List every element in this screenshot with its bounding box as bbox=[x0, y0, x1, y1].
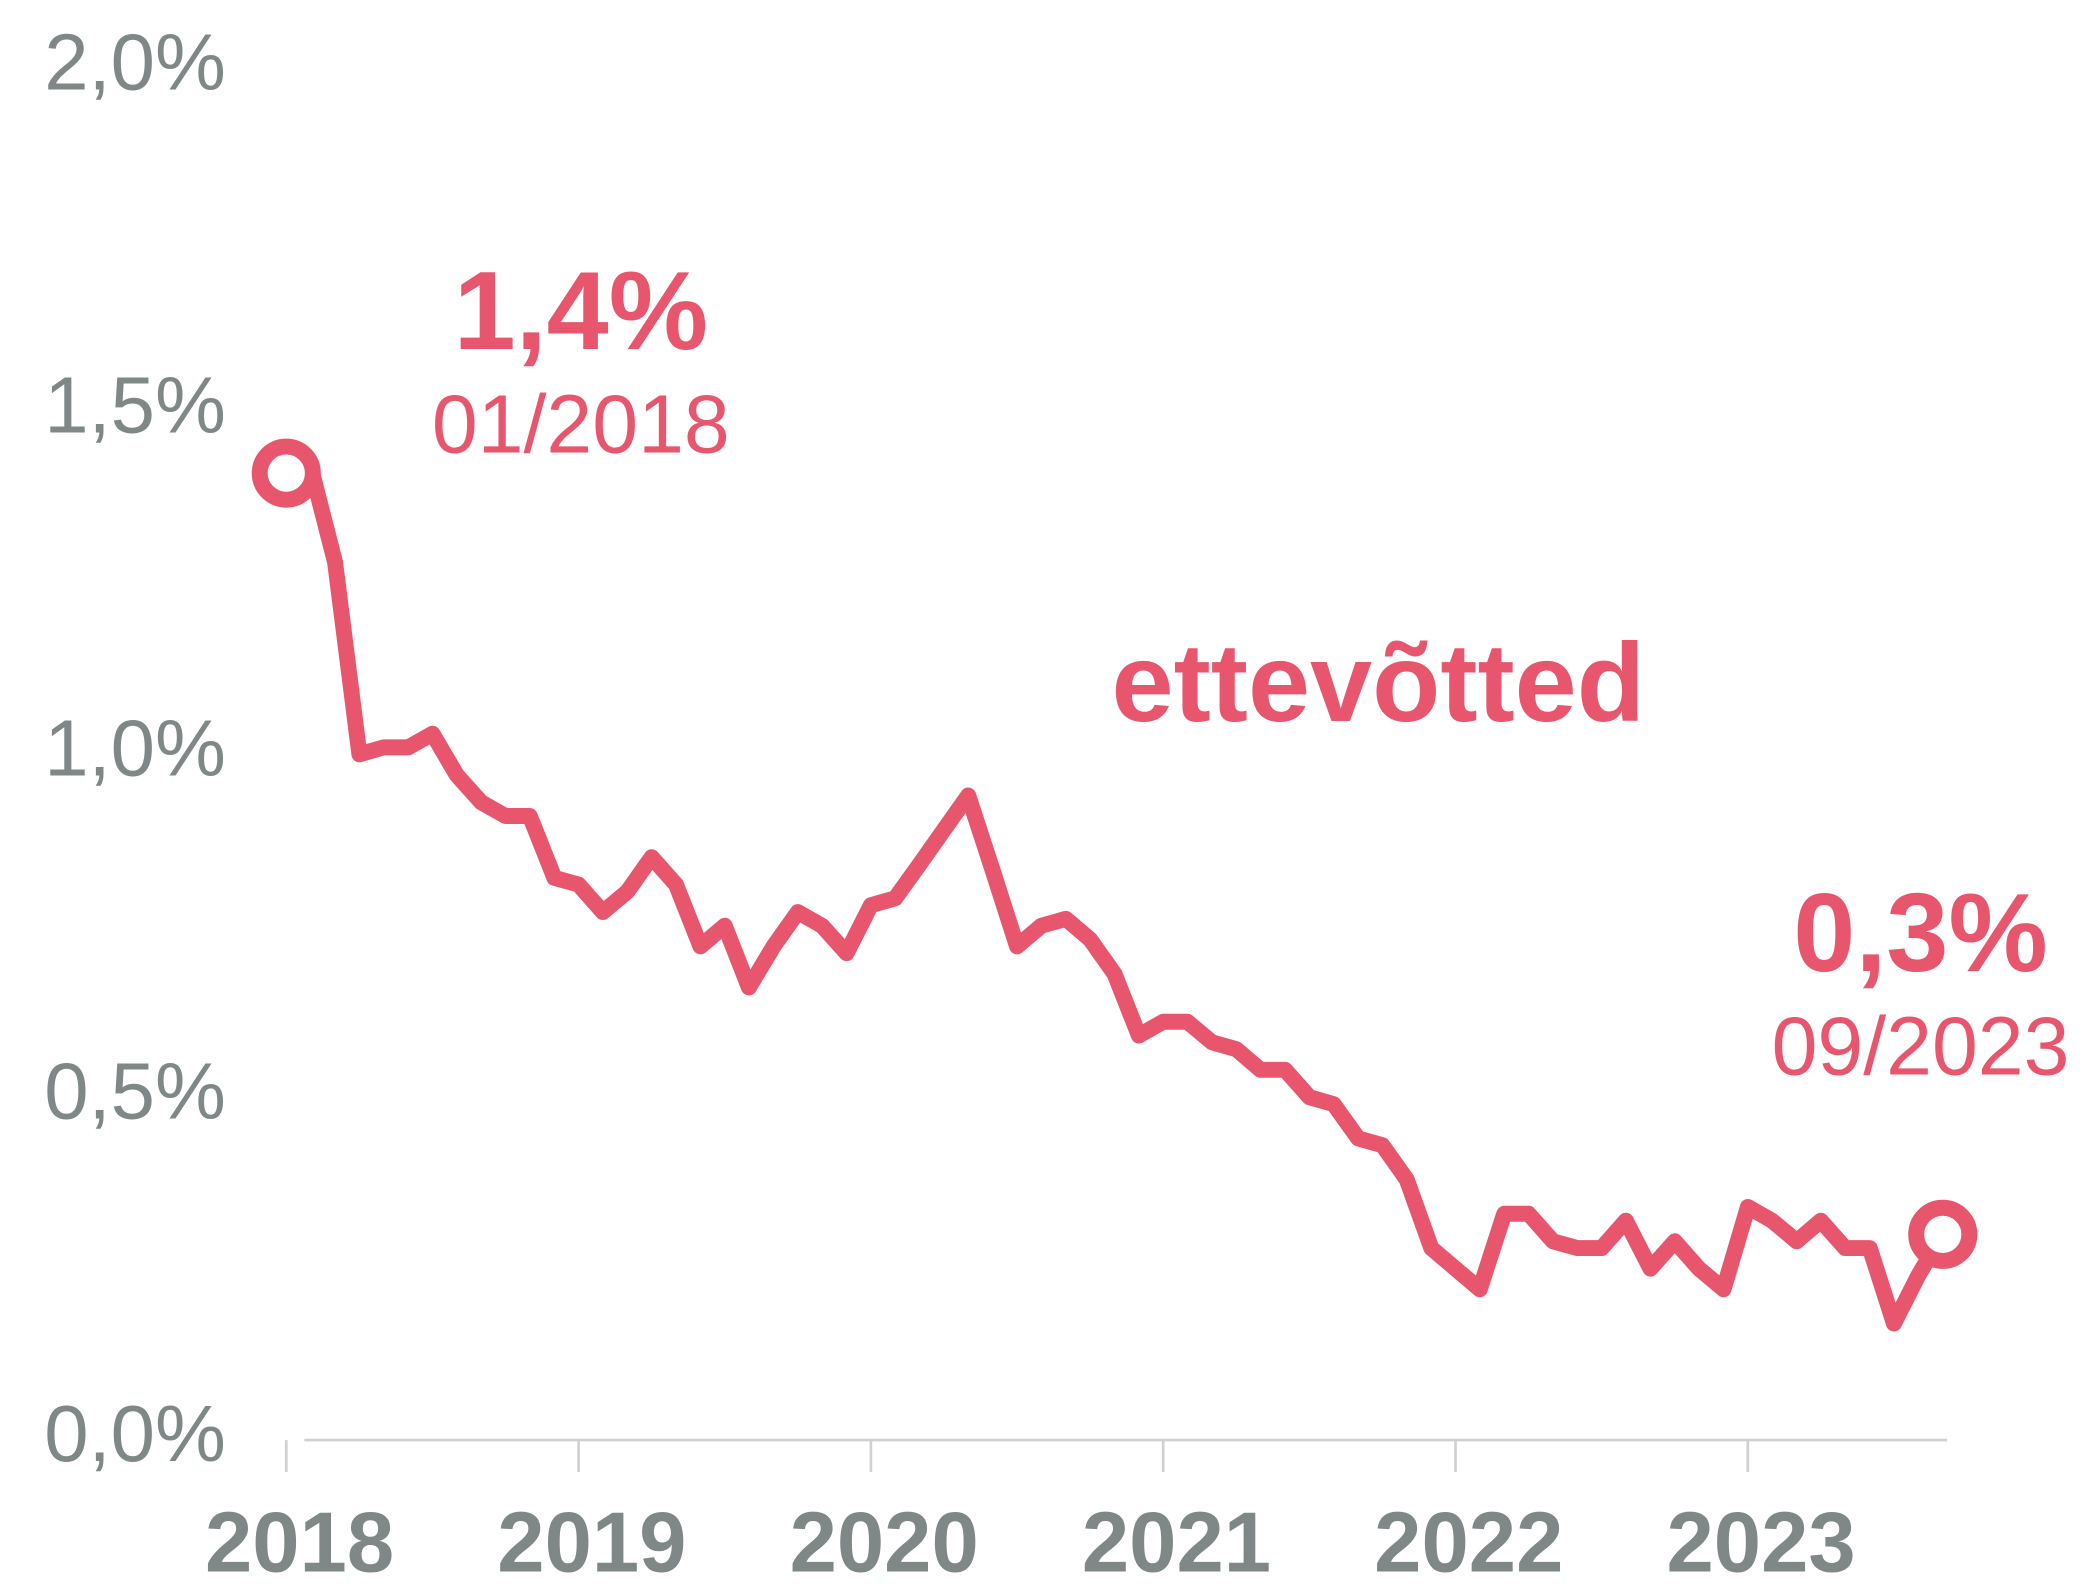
x-tick-label: 2023 bbox=[1666, 1496, 1855, 1591]
x-tick-label: 2022 bbox=[1374, 1496, 1563, 1591]
end-marker bbox=[251, 438, 321, 508]
series-label: ettevõtted bbox=[1112, 620, 1645, 745]
end-date-label: 09/2023 bbox=[1772, 1001, 2070, 1093]
x-tick-label: 2020 bbox=[790, 1496, 979, 1591]
start-value-label: 1,4% bbox=[454, 248, 708, 373]
data-line bbox=[278, 458, 1951, 1332]
y-tick-label: 2,0% bbox=[44, 18, 226, 107]
x-tick-label: 2019 bbox=[497, 1496, 686, 1591]
y-tick-label: 0,5% bbox=[44, 1046, 226, 1135]
start-date-label: 01/2018 bbox=[432, 379, 730, 471]
end-marker bbox=[1908, 1199, 1978, 1269]
y-tick-label: 0,0% bbox=[44, 1389, 226, 1478]
x-tick-label: 2018 bbox=[205, 1496, 394, 1591]
x-tick-label: 2021 bbox=[1082, 1496, 1271, 1591]
y-tick-label: 1,5% bbox=[44, 360, 226, 449]
end-value-label: 0,3% bbox=[1793, 870, 2047, 995]
y-tick-label: 1,0% bbox=[44, 703, 226, 792]
